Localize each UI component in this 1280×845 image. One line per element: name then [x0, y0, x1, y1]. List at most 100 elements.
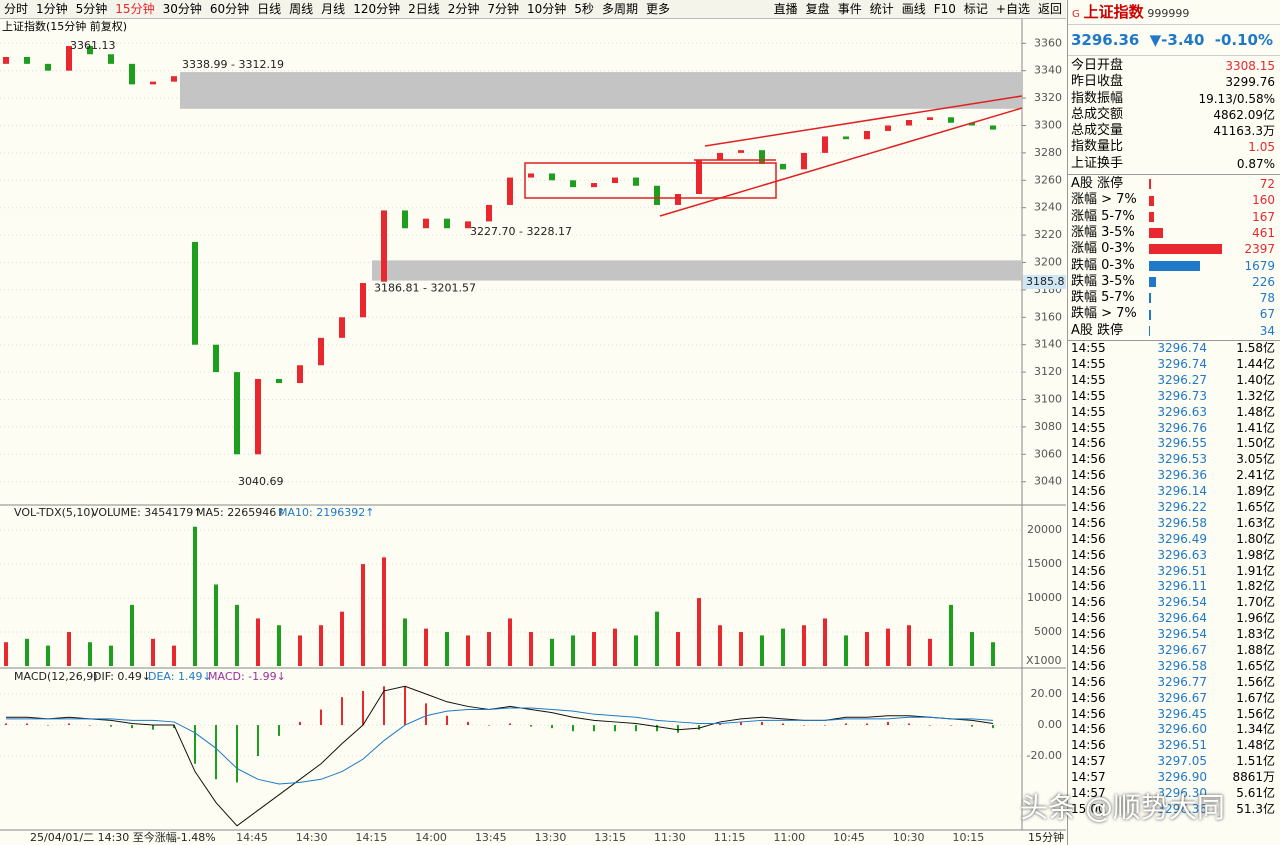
period-tab[interactable]: 1分钟 [36, 2, 68, 16]
tool-button[interactable]: 标记 [963, 2, 988, 16]
stat-value: 3299.76 [1225, 75, 1275, 90]
candle-body [171, 76, 177, 82]
volume-bar [46, 645, 50, 666]
breadth-value: 167 [1252, 209, 1275, 224]
trade-price: 3296.63 [1157, 404, 1207, 419]
breadth-bar [1149, 228, 1164, 239]
macd-bar [572, 725, 574, 732]
trade-price: 3296.67 [1157, 690, 1207, 705]
volume-header: MA10: 2196392↑ [278, 506, 374, 519]
stat-value: 1.05 [1248, 140, 1275, 155]
candle-body [255, 378, 261, 455]
breadth-label: 涨幅 0-3% [1071, 241, 1135, 257]
breadth-value: 78 [1259, 291, 1275, 306]
breadth-label: 涨幅 3-5% [1071, 224, 1135, 240]
breadth-label: 涨幅 5-7% [1071, 208, 1135, 224]
tool-button[interactable]: 画线 [901, 2, 926, 16]
breadth-row: A股 跌停 34 [1068, 323, 1280, 339]
current-price-label: 3185.8 [1026, 275, 1065, 288]
macd-bar [929, 725, 931, 726]
period-tab[interactable]: 多周期 [601, 2, 638, 16]
trade-price: 3296.54 [1157, 595, 1207, 610]
trade-price: 3296.22 [1157, 499, 1207, 514]
macd-bar [635, 725, 637, 732]
tool-button[interactable]: 返回 [1037, 2, 1062, 16]
candle-body [318, 337, 324, 366]
macd-bar [47, 725, 49, 726]
quote-header: G 上证指数 999999 [1068, 0, 1280, 25]
volume-bar [802, 625, 806, 666]
trade-time: 14:56 [1071, 611, 1106, 626]
y-tick-label: 3280 [1034, 146, 1062, 159]
period-tab[interactable]: 30分钟 [162, 2, 202, 16]
y-tick-label: 5000 [1034, 625, 1062, 638]
period-tab[interactable]: 周线 [289, 2, 314, 16]
candle-body [339, 317, 345, 338]
trade-row: 14:56 3296.60 1.34亿 [1068, 722, 1280, 738]
macd-bar [5, 723, 7, 726]
macd-header: DIF: 0.49↓ [93, 670, 151, 683]
macd-bar [173, 725, 175, 729]
trade-time: 14:57 [1071, 754, 1106, 769]
breadth-label: 涨幅 > 7% [1071, 192, 1137, 208]
trade-price: 3296.30 [1157, 785, 1207, 800]
period-tab[interactable]: 分时 [4, 2, 29, 16]
candle-body [990, 125, 996, 130]
breadth-row: 跌幅 0-3% 1679 [1068, 258, 1280, 274]
period-tab[interactable]: 日线 [257, 2, 282, 16]
stat-row: 上证换手 0.87% [1068, 156, 1280, 172]
trade-volume: 1.63亿 [1236, 515, 1275, 530]
y-tick-label: 3200 [1034, 256, 1062, 269]
trade-time: 14:56 [1071, 468, 1106, 483]
volume-bar [928, 638, 932, 666]
volume-bar [277, 625, 281, 666]
period-tab[interactable]: 15分钟 [115, 2, 155, 16]
x-tick-label: 11:00 [773, 831, 805, 844]
period-tab[interactable]: 更多 [645, 2, 670, 16]
breadth-bar-wrap [1149, 277, 1252, 287]
candle-body [927, 117, 933, 121]
tool-button[interactable]: 直播 [773, 2, 798, 16]
tool-button[interactable]: 统计 [869, 2, 894, 16]
trade-price: 3296.51 [1157, 563, 1207, 578]
tools: 直播 复盘 事件 统计 画线 F10 标记 +自选 返回 [770, 0, 1066, 18]
trade-row: 14:56 3296.14 1.89亿 [1068, 484, 1280, 500]
trade-price: 3296.14 [1157, 484, 1207, 499]
tool-button[interactable]: F10 [933, 2, 956, 16]
volume-bar [550, 638, 554, 666]
tool-button[interactable]: +自选 [995, 2, 1030, 16]
x-tick-label: 11:15 [714, 831, 746, 844]
trade-time: 14:56 [1071, 658, 1106, 673]
period-tab[interactable]: 5分钟 [75, 2, 108, 16]
period-tab[interactable]: 7分钟 [487, 2, 520, 16]
period-tab[interactable]: 120分钟 [353, 2, 401, 16]
period-tab[interactable]: 5秒 [574, 2, 594, 16]
tool-button[interactable]: 复盘 [805, 2, 830, 16]
stat-value: 4862.09亿 [1213, 107, 1275, 122]
trade-volume: 1.82亿 [1236, 579, 1275, 594]
y-tick-label: 10000 [1027, 591, 1062, 604]
trade-price: 3296.11 [1157, 579, 1207, 594]
period-tab[interactable]: 2日线 [408, 2, 440, 16]
candle-body [381, 210, 387, 282]
period-tab[interactable]: 月线 [321, 2, 346, 16]
trade-volume: 3.05亿 [1236, 452, 1275, 467]
tool-button[interactable]: 事件 [837, 2, 862, 16]
macd-bar [215, 725, 217, 780]
volume-header: VOL-TDX(5,10) [14, 506, 95, 519]
candle-body [948, 117, 954, 123]
period-tab[interactable]: 10分钟 [527, 2, 567, 16]
period-tab[interactable]: 2分钟 [447, 2, 480, 16]
watermark: 头条 @顺势大同 [1020, 791, 1225, 824]
volume-bar [4, 642, 8, 666]
candle-body [717, 152, 723, 160]
volume-bar [466, 635, 470, 666]
index-code: 999999 [1147, 7, 1190, 20]
volume-bar [88, 642, 92, 666]
trade-row: 14:56 3296.77 1.56亿 [1068, 675, 1280, 691]
volume-bar [214, 584, 218, 666]
trade-price: 3296.27 [1157, 372, 1207, 387]
macd-header: DEA: 1.49↓ [148, 670, 212, 683]
period-tab[interactable]: 60分钟 [209, 2, 250, 16]
